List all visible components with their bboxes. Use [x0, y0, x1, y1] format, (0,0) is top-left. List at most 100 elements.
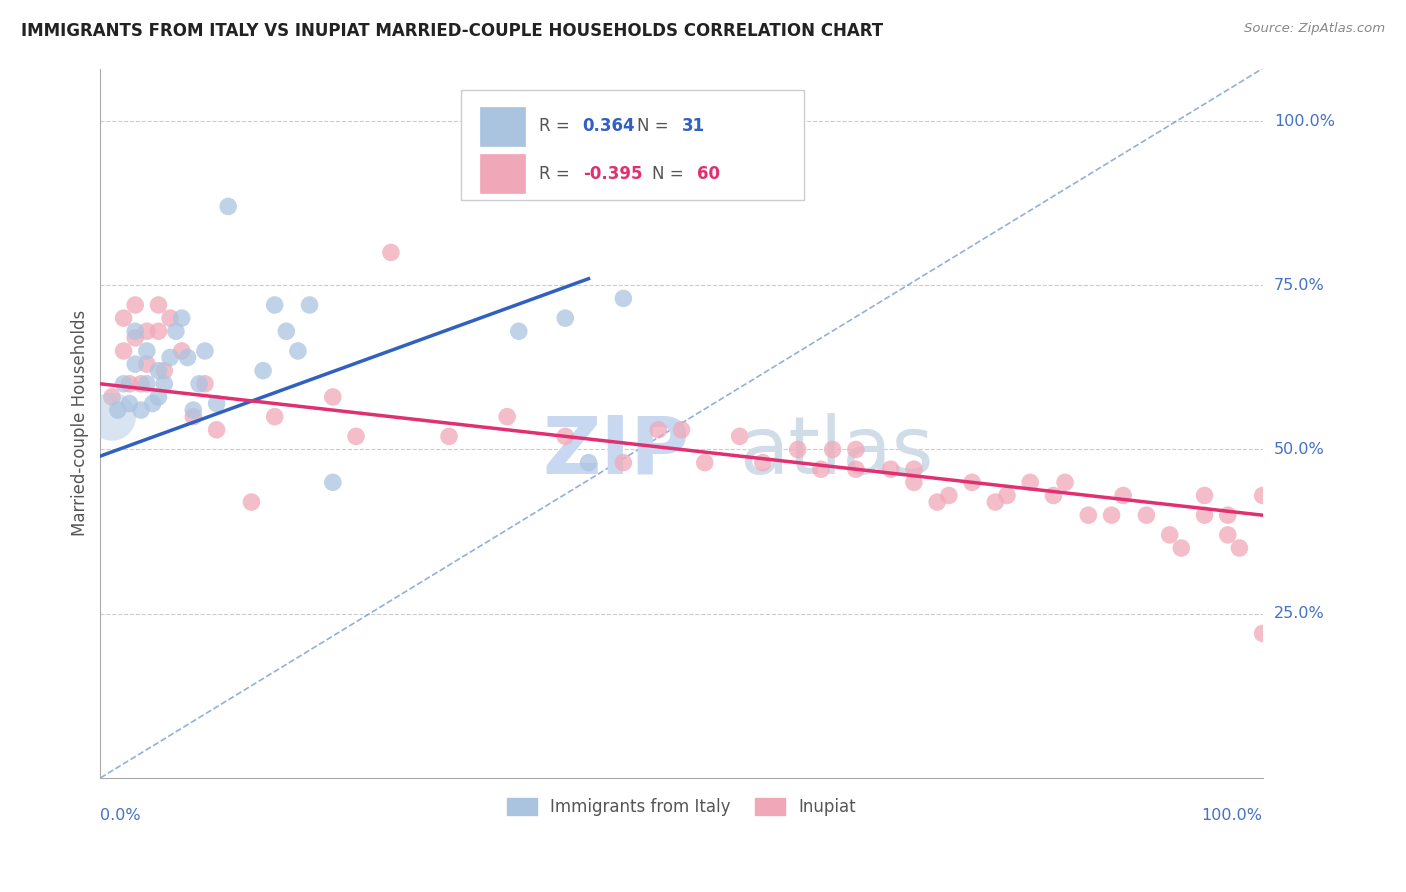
Text: 25.0%: 25.0%	[1274, 607, 1324, 621]
Point	[188, 376, 211, 391]
Point	[170, 343, 193, 358]
Point	[1019, 475, 1042, 490]
Point	[671, 423, 693, 437]
Point	[165, 324, 187, 338]
Point	[118, 396, 141, 410]
Point	[1101, 508, 1123, 523]
Point	[112, 311, 135, 326]
Point	[938, 488, 960, 502]
Point	[170, 311, 193, 326]
Point	[148, 390, 170, 404]
Point	[728, 429, 751, 443]
Point	[107, 403, 129, 417]
Point	[148, 324, 170, 338]
Point	[1077, 508, 1099, 523]
Point	[810, 462, 832, 476]
Text: 0.364: 0.364	[582, 117, 636, 136]
Point	[252, 364, 274, 378]
Bar	[481, 107, 524, 145]
Point	[129, 376, 152, 391]
Text: ZIP: ZIP	[543, 413, 689, 491]
Point	[612, 292, 634, 306]
Point	[984, 495, 1007, 509]
Point	[205, 423, 228, 437]
Point	[496, 409, 519, 424]
Point	[1112, 488, 1135, 502]
Point	[578, 456, 600, 470]
Point	[1216, 528, 1239, 542]
Point	[205, 396, 228, 410]
Point	[124, 298, 146, 312]
Point	[124, 324, 146, 338]
Point	[1159, 528, 1181, 542]
Point	[1054, 475, 1077, 490]
Point	[1042, 488, 1064, 502]
Point	[1194, 508, 1216, 523]
Point	[1135, 508, 1157, 523]
Point	[322, 390, 344, 404]
Point	[135, 376, 157, 391]
Point	[960, 475, 983, 490]
Point	[380, 245, 402, 260]
Point	[437, 429, 460, 443]
Text: R =: R =	[538, 165, 575, 183]
Point	[344, 429, 367, 443]
Text: 0.0%: 0.0%	[100, 808, 141, 823]
Point	[647, 423, 669, 437]
Point	[135, 324, 157, 338]
Point	[217, 199, 239, 213]
Text: 100.0%: 100.0%	[1202, 808, 1263, 823]
Text: atlas: atlas	[740, 413, 934, 491]
Text: Source: ZipAtlas.com: Source: ZipAtlas.com	[1244, 22, 1385, 36]
Point	[263, 298, 285, 312]
Point	[1170, 541, 1192, 555]
Point	[903, 475, 925, 490]
Point	[1251, 626, 1274, 640]
Point	[135, 343, 157, 358]
Point	[118, 376, 141, 391]
Text: N =: N =	[652, 165, 689, 183]
Point	[148, 364, 170, 378]
Point	[508, 324, 530, 338]
Point	[821, 442, 844, 457]
Point	[183, 403, 205, 417]
Point	[1216, 508, 1239, 523]
Point	[845, 462, 868, 476]
Point	[322, 475, 344, 490]
Point	[1229, 541, 1251, 555]
Point	[554, 311, 576, 326]
Point	[135, 357, 157, 371]
Point	[176, 351, 198, 365]
Point	[194, 343, 217, 358]
Text: IMMIGRANTS FROM ITALY VS INUPIAT MARRIED-COUPLE HOUSEHOLDS CORRELATION CHART: IMMIGRANTS FROM ITALY VS INUPIAT MARRIED…	[21, 22, 883, 40]
Point	[101, 390, 124, 404]
Text: 75.0%: 75.0%	[1274, 277, 1324, 293]
Point	[124, 357, 146, 371]
Point	[995, 488, 1018, 502]
Y-axis label: Married-couple Households: Married-couple Households	[72, 310, 89, 536]
Legend: Immigrants from Italy, Inupiat: Immigrants from Italy, Inupiat	[501, 791, 863, 822]
Point	[142, 396, 165, 410]
Point	[903, 462, 925, 476]
FancyBboxPatch shape	[461, 90, 804, 200]
Point	[159, 311, 181, 326]
Point	[276, 324, 298, 338]
Point	[554, 429, 576, 443]
Point	[1194, 488, 1216, 502]
Point	[1251, 488, 1274, 502]
Point	[845, 442, 868, 457]
Point	[129, 403, 152, 417]
Point	[263, 409, 285, 424]
Point	[183, 409, 205, 424]
Point	[298, 298, 321, 312]
Text: -0.395: -0.395	[582, 165, 643, 183]
Point	[693, 456, 716, 470]
Text: 31: 31	[682, 117, 704, 136]
Text: R =: R =	[538, 117, 575, 136]
Point	[101, 409, 124, 424]
Text: 100.0%: 100.0%	[1274, 113, 1334, 128]
Point	[612, 456, 634, 470]
Text: 60: 60	[696, 165, 720, 183]
Text: 50.0%: 50.0%	[1274, 442, 1324, 457]
Point	[287, 343, 309, 358]
